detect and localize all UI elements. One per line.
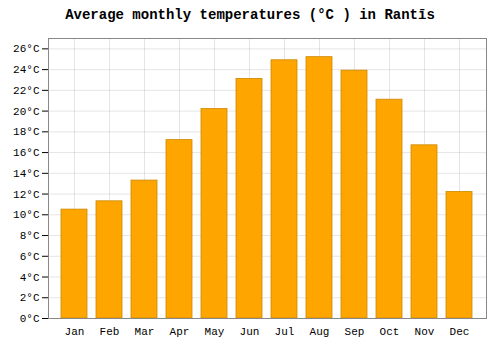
svg-text:6°C: 6°C <box>20 251 40 263</box>
svg-text:14°C: 14°C <box>13 168 40 180</box>
svg-text:Dec: Dec <box>450 326 470 338</box>
svg-text:8°C: 8°C <box>20 230 40 242</box>
svg-text:4°C: 4°C <box>20 272 40 284</box>
svg-text:Feb: Feb <box>100 326 120 338</box>
svg-text:0°C: 0°C <box>20 313 40 325</box>
svg-text:Mar: Mar <box>135 326 155 338</box>
svg-text:22°C: 22°C <box>13 85 40 97</box>
svg-text:Sep: Sep <box>345 326 365 338</box>
svg-text:2°C: 2°C <box>20 292 40 304</box>
html-text:Average monthly temperatures (: Average monthly temperatures (°C ) in Ra… <box>65 7 435 23</box>
svg-text:26°C: 26°C <box>13 43 40 55</box>
svg-text:20°C: 20°C <box>13 106 40 118</box>
svg-text:24°C: 24°C <box>13 64 40 76</box>
svg-text:Jul: Jul <box>275 326 295 338</box>
svg-text:Oct: Oct <box>380 326 400 338</box>
svg-text:18°C: 18°C <box>13 126 40 138</box>
svg-text:Jun: Jun <box>240 326 260 338</box>
svg-text:Apr: Apr <box>170 326 190 338</box>
svg-text:16°C: 16°C <box>13 147 40 159</box>
svg-text:Nov: Nov <box>415 326 435 338</box>
svg-text:12°C: 12°C <box>13 189 40 201</box>
svg-text:Aug: Aug <box>310 326 330 338</box>
svg-text:10°C: 10°C <box>13 209 40 221</box>
svg-text:Jan: Jan <box>65 326 85 338</box>
svg-text:May: May <box>205 326 225 338</box>
